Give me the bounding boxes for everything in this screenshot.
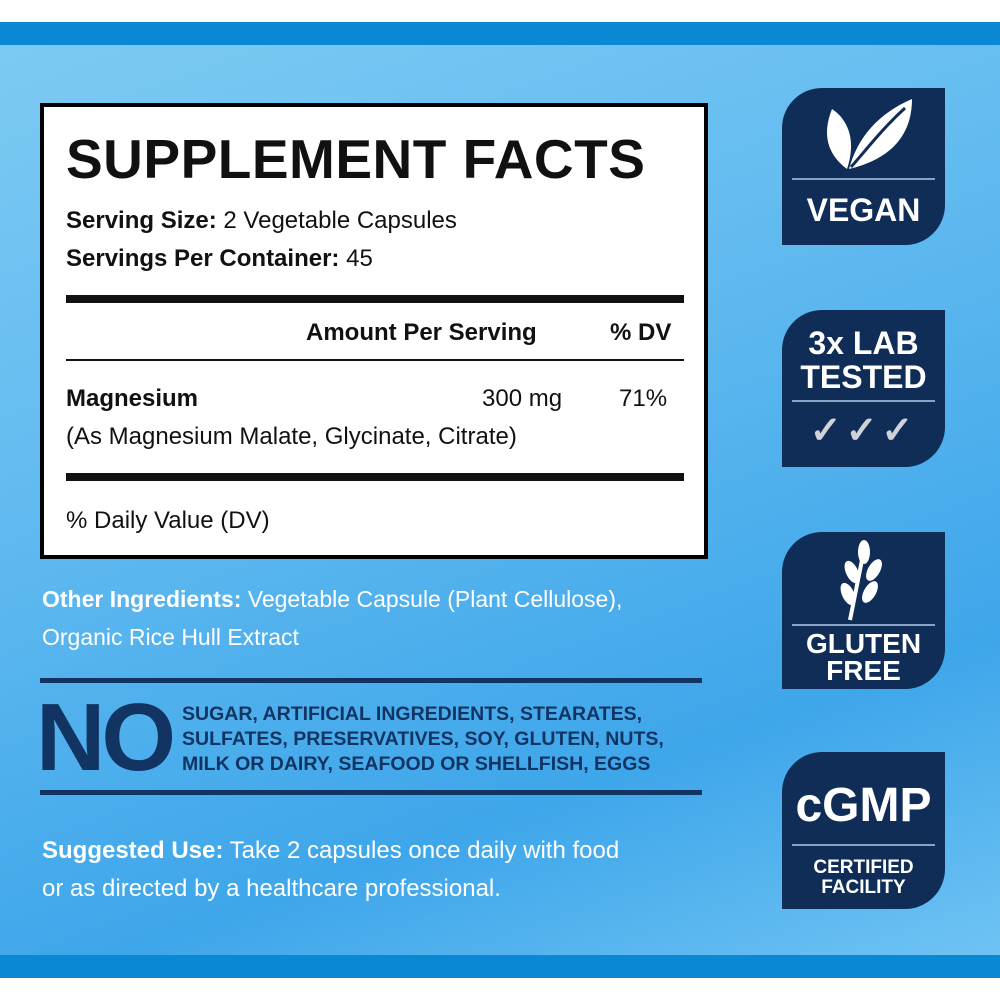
cert-line-1: CERTIFIED <box>813 857 914 878</box>
other-text: Vegetable Capsule (Plant Cellulose), <box>247 586 623 612</box>
certified-label: CERTIFIED FACILITY <box>782 858 945 898</box>
nutrient-name: Magnesium <box>66 385 199 412</box>
vegan-badge: VEGAN <box>782 88 945 245</box>
no-heading: NO <box>36 684 176 791</box>
nutrient-dv: 71% <box>619 385 668 412</box>
lab-line-1: 3x LAB <box>808 325 919 361</box>
no-rule-bottom <box>40 790 702 795</box>
lab-tested-badge: 3x LAB TESTED ✓✓✓ <box>782 310 945 467</box>
lab-line-2: TESTED <box>800 359 927 395</box>
thin-rule <box>66 359 684 361</box>
divider <box>792 624 935 626</box>
suggested-use: Suggested Use: Take 2 capsules once dail… <box>42 832 619 908</box>
bottom-bar <box>0 955 1000 978</box>
servings-label: Servings Per Container: <box>66 245 340 272</box>
leaf-icon <box>827 99 912 169</box>
gluten-free-badge: GLUTEN FREE <box>782 532 945 689</box>
no-line-1: SUGAR, ARTIFICIAL INGREDIENTS, STEARATES… <box>182 703 643 725</box>
other-label: Other Ingredients: <box>42 586 242 612</box>
col-amount: Amount Per Serving <box>306 319 537 346</box>
cgmp-badge: cGMP CERTIFIED FACILITY <box>782 752 945 909</box>
footnote: % Daily Value (DV) <box>66 507 270 534</box>
no-rule-top <box>40 678 702 683</box>
serving-size-value: 2 Vegetable Capsules <box>223 207 457 234</box>
supplement-facts-panel: SUPPLEMENT FACTS Serving Size: 2 Vegetab… <box>40 103 708 559</box>
serving-size: Serving Size: 2 Vegetable Capsules <box>66 207 457 235</box>
servings-value: 45 <box>346 245 373 272</box>
divider <box>792 844 935 846</box>
check-icons: ✓✓✓ <box>809 410 918 452</box>
divider <box>792 400 935 402</box>
gluten-label: GLUTEN FREE <box>782 628 945 686</box>
no-list: SUGAR, ARTIFICIAL INGREDIENTS, STEARATES… <box>182 702 664 777</box>
use-text: Take 2 capsules once daily with food <box>229 837 620 864</box>
facts-title: SUPPLEMENT FACTS <box>66 128 646 190</box>
other-text-2: Organic Rice Hull Extract <box>42 624 299 650</box>
lab-label: 3x LAB TESTED <box>782 326 945 394</box>
servings-per-container: Servings Per Container: 45 <box>66 245 373 273</box>
divider <box>792 178 935 180</box>
thick-rule-2 <box>66 473 684 481</box>
serving-size-label: Serving Size: <box>66 207 217 234</box>
cert-line-2: FACILITY <box>821 877 906 898</box>
no-line-3: MILK OR DAIRY, SEAFOOD OR SHELLFISH, EGG… <box>182 753 651 775</box>
cgmp-label: cGMP <box>795 779 932 832</box>
top-bar <box>0 22 1000 45</box>
use-text-2: or as directed by a healthcare professio… <box>42 875 501 902</box>
nutrient-detail: (As Magnesium Malate, Glycinate, Citrate… <box>66 423 517 450</box>
gluten-line-2: FREE <box>826 655 901 686</box>
other-ingredients: Other Ingredients: Vegetable Capsule (Pl… <box>42 580 622 656</box>
vegan-label: VEGAN <box>806 192 921 228</box>
thick-rule <box>66 295 684 303</box>
no-line-2: SULFATES, PRESERVATIVES, SOY, GLUTEN, NU… <box>182 728 664 750</box>
nutrient-amount: 300 mg <box>482 385 563 412</box>
gluten-line-1: GLUTEN <box>805 628 922 659</box>
wheat-icon <box>840 540 882 621</box>
col-dv: % DV <box>610 319 672 346</box>
use-label: Suggested Use: <box>42 837 224 864</box>
